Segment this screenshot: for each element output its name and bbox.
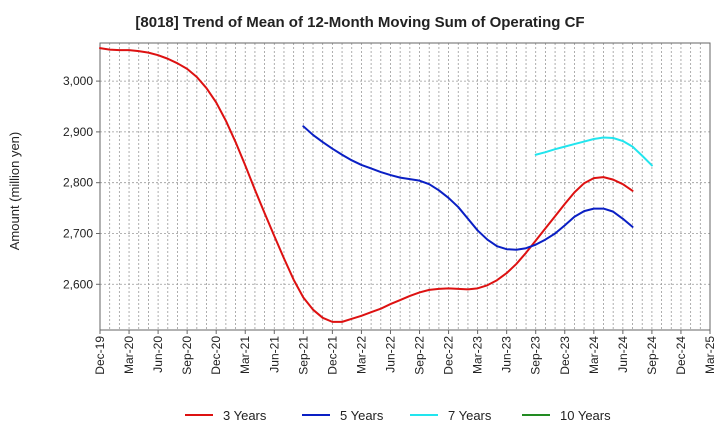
x-tick-label: Jun-24 bbox=[616, 336, 630, 373]
x-tick-label: Jun-23 bbox=[500, 336, 514, 373]
y-tick-label: 2,700 bbox=[63, 226, 93, 240]
y-tick-label: 3,000 bbox=[63, 74, 93, 88]
legend-label: 10 Years bbox=[560, 408, 611, 423]
plot-frame bbox=[99, 42, 711, 331]
x-tick-label: Mar-20 bbox=[122, 336, 136, 374]
y-tick-label: 2,600 bbox=[63, 277, 93, 291]
chart-title: [8018] Trend of Mean of 12-Month Moving … bbox=[135, 14, 585, 31]
x-tick-label: Sep-21 bbox=[296, 336, 310, 375]
x-tick-label: Sep-22 bbox=[413, 336, 427, 375]
x-tick-label: Jun-22 bbox=[383, 336, 397, 373]
x-tick-label: Jun-21 bbox=[267, 336, 281, 373]
x-tick-label: Dec-21 bbox=[325, 336, 339, 375]
x-tick-label: Mar-22 bbox=[354, 336, 368, 374]
x-tick-label: Dec-19 bbox=[93, 336, 107, 375]
y-axis-title: Amount (million yen) bbox=[7, 132, 22, 251]
series-layer bbox=[99, 47, 653, 323]
series-line-7-years bbox=[534, 136, 653, 167]
legend-label: 7 Years bbox=[448, 408, 492, 423]
x-tick-label: Dec-20 bbox=[209, 336, 223, 375]
x-tick-label: Jun-20 bbox=[151, 336, 165, 373]
x-axis: Dec-19 Mar-20 Jun-20 Sep-20 Dec-20 Mar-21 Jun-… bbox=[93, 330, 717, 375]
series-line-5-years bbox=[302, 125, 634, 251]
x-tick-label: Mar-25 bbox=[703, 336, 717, 374]
y-tick-label: 2,800 bbox=[63, 176, 93, 190]
x-tick-label: Mar-24 bbox=[587, 336, 601, 374]
x-tick-label: Sep-20 bbox=[180, 336, 194, 375]
x-tick-label: Dec-22 bbox=[442, 336, 456, 375]
legend: 3 Years 5 Years 7 Years 10 Years bbox=[185, 408, 611, 423]
x-tick-label: Mar-23 bbox=[471, 336, 485, 374]
x-tick-label: Dec-24 bbox=[674, 336, 688, 375]
x-tick-label: Sep-24 bbox=[645, 336, 659, 375]
y-axis: 2,600 2,700 2,800 2,900 3,000 bbox=[63, 74, 100, 291]
x-tick-label: Sep-23 bbox=[529, 336, 543, 375]
legend-label: 3 Years bbox=[223, 408, 267, 423]
grid-layer bbox=[100, 43, 710, 330]
y-tick-label: 2,900 bbox=[63, 125, 93, 139]
x-tick-label: Dec-23 bbox=[558, 336, 572, 375]
series-line-3-years bbox=[99, 47, 634, 323]
legend-label: 5 Years bbox=[340, 408, 384, 423]
x-tick-label: Mar-21 bbox=[238, 336, 252, 374]
